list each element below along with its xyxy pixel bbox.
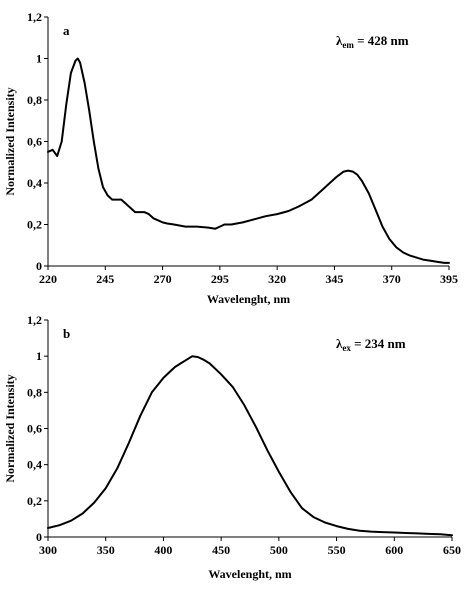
chart-b-ytick-label: 0,4 — [27, 458, 42, 472]
chart-a-ytick-label: 0,4 — [27, 176, 42, 190]
chart-a: 0 0,2 0,4 0,6 0,8 1 1,2 220 245 270 295 320 345 370 39… — [3, 10, 458, 306]
chart-b-series-line-1 — [47, 355, 453, 537]
chart-a-xtick-label: 370 — [383, 272, 401, 286]
chart-b-x-label: Wavelenght, nm — [208, 567, 291, 581]
chart-b-ytick-label: 0 — [36, 530, 42, 544]
chart-a-y-label: Normalized Intensity — [3, 87, 17, 195]
chart-b-ytick-label: 0,8 — [27, 385, 42, 399]
chart-a-x-label: Wavelenght, nm — [207, 292, 290, 306]
chart-a-xtick-label: 295 — [211, 272, 229, 286]
chart-b-xtick-label: 300 — [39, 543, 57, 557]
chart-a-xtick-label: 320 — [268, 272, 286, 286]
chart-a-panel-label: a — [63, 23, 70, 38]
chart-a-ytick-label: 0,8 — [27, 93, 42, 107]
chart-b-ytick-label: 0,2 — [27, 494, 42, 508]
chart-b-ytick-label: 1 — [36, 349, 42, 363]
chart-b-panel-label: b — [63, 326, 70, 341]
chart-a-ytick-label: 1 — [36, 52, 42, 66]
chart-b-xtick-label: 600 — [385, 543, 403, 557]
chart-a-xtick-label: 270 — [154, 272, 172, 286]
chart-a-ytick-label: 0,2 — [27, 218, 42, 232]
chart-b-xtick-label: 350 — [97, 543, 115, 557]
chart-b-y-label: Normalized Intensity — [3, 374, 17, 482]
chart-b-ytick-label: 0,6 — [27, 422, 42, 436]
chart-a-ytick-label: 1,2 — [27, 10, 42, 24]
chart-b: 0 0,2 0,4 0,6 0,8 1 1,2 300 350 400 450 500 550 600 65… — [3, 313, 461, 581]
chart-b-xtick-label: 550 — [328, 543, 346, 557]
chart-a-ytick-label: 0 — [36, 259, 42, 273]
chart-b-xtick-label: 400 — [154, 543, 172, 557]
chart-a-xtick-label: 245 — [96, 272, 114, 286]
chart-a-series-line-1 — [47, 57, 450, 264]
chart-b-xtick-label: 650 — [443, 543, 461, 557]
chart-a-xtick-label: 345 — [325, 272, 343, 286]
chart-b-lambda-annotation: λex = 234 nm — [336, 336, 406, 353]
chart-a-xtick-label: 395 — [440, 272, 458, 286]
chart-b-xtick-label: 500 — [270, 543, 288, 557]
chart-b-ytick-label: 1,2 — [27, 313, 42, 327]
chart-a-ytick-label: 0,6 — [27, 135, 42, 149]
chart-b-xtick-label: 450 — [212, 543, 230, 557]
chart-a-xtick-label: 220 — [39, 272, 57, 286]
chart-a-lambda-annotation: λem = 428 nm — [336, 33, 409, 50]
